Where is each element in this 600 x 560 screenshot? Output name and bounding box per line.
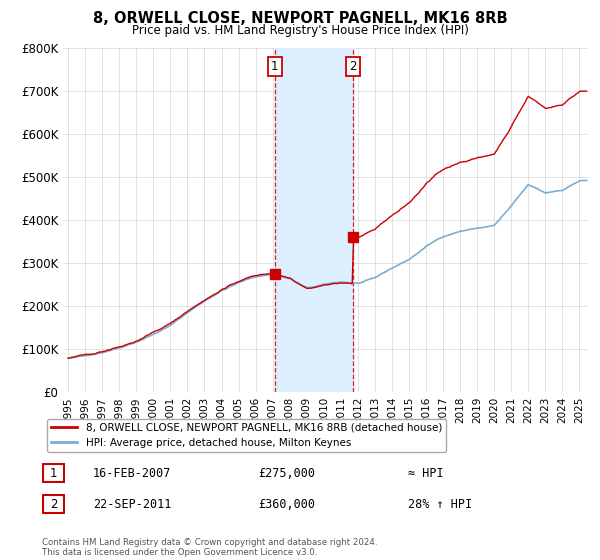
Text: 2: 2: [50, 497, 57, 511]
Text: 1: 1: [271, 60, 278, 73]
Text: 16-FEB-2007: 16-FEB-2007: [93, 466, 172, 480]
Legend: 8, ORWELL CLOSE, NEWPORT PAGNELL, MK16 8RB (detached house), HPI: Average price,: 8, ORWELL CLOSE, NEWPORT PAGNELL, MK16 8…: [47, 419, 446, 452]
FancyBboxPatch shape: [43, 464, 64, 482]
Text: £275,000: £275,000: [258, 466, 315, 480]
Text: Price paid vs. HM Land Registry's House Price Index (HPI): Price paid vs. HM Land Registry's House …: [131, 24, 469, 36]
FancyBboxPatch shape: [43, 495, 64, 513]
Text: Contains HM Land Registry data © Crown copyright and database right 2024.
This d: Contains HM Land Registry data © Crown c…: [42, 538, 377, 557]
Bar: [275, 48, 353, 392]
Text: £360,000: £360,000: [258, 497, 315, 511]
Text: 8, ORWELL CLOSE, NEWPORT PAGNELL, MK16 8RB: 8, ORWELL CLOSE, NEWPORT PAGNELL, MK16 8…: [92, 11, 508, 26]
Text: 28% ↑ HPI: 28% ↑ HPI: [408, 497, 472, 511]
Text: 1: 1: [50, 466, 57, 480]
Text: 22-SEP-2011: 22-SEP-2011: [93, 497, 172, 511]
Text: 2: 2: [349, 60, 357, 73]
Text: ≈ HPI: ≈ HPI: [408, 466, 443, 480]
